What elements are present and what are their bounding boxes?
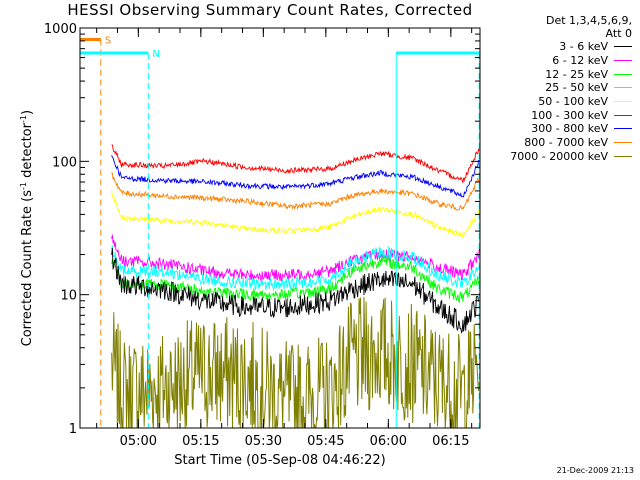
legend-entry-label: 3 - 6 keV	[559, 40, 608, 54]
x-tick-label: 05:00	[120, 434, 157, 449]
legend-entry: 6 - 12 keV	[482, 54, 632, 68]
legend-entry-label: 50 - 100 keV	[538, 95, 608, 109]
chart-title: HESSI Observing Summary Count Rates, Cor…	[67, 1, 473, 19]
legend-entry-label: 25 - 50 keV	[545, 81, 608, 95]
series-3-to-6keV-line	[111, 248, 480, 334]
legend-header-detectors: Det 1,3,4,5,6,9,	[545, 14, 632, 27]
legend-entry-label: 800 - 7000 keV	[524, 136, 608, 150]
axes-ticks: 1 10 100 1000 05:00 05:15 05:30 05:45 06:00 06:15	[44, 22, 480, 449]
legend-swatch	[614, 114, 632, 116]
legend-entry: 12 - 25 keV	[482, 67, 632, 81]
y-tick-label: 1	[69, 422, 77, 437]
legend-entry: 3 - 6 keV	[482, 40, 632, 54]
legend-entry-label: 100 - 300 keV	[531, 108, 608, 122]
x-tick-label: 05:45	[307, 434, 344, 449]
legend-swatch	[614, 142, 632, 144]
legend-entry-label: 12 - 25 keV	[545, 67, 608, 81]
x-tick-label: 06:15	[432, 434, 469, 449]
legend-swatch	[614, 60, 632, 62]
legend-entry: 300 - 800 keV	[482, 122, 632, 136]
y-tick-label: 100	[52, 155, 77, 170]
series-50-to-100keV-line	[111, 190, 480, 239]
legend-entry-label: 7000 - 20000 keV	[510, 149, 608, 163]
flag-label-N: N	[152, 49, 159, 60]
legend-swatch	[614, 46, 632, 48]
y-tick-label: 10	[60, 289, 77, 304]
flag-bars: SN	[80, 35, 480, 428]
flag-label-S: S	[105, 35, 111, 46]
legend-header-attenuator: Att 0	[605, 27, 632, 40]
legend-entry: 100 - 300 keV	[482, 108, 632, 122]
legend-entry: 7000 - 20000 keV	[482, 150, 632, 164]
legend-swatch	[614, 73, 632, 75]
series-traces	[111, 144, 480, 429]
y-axis-label: Corrected Count Rate (s-1 detector-1)	[18, 109, 36, 347]
x-tick-label: 05:30	[245, 434, 282, 449]
legend-entry: 50 - 100 keV	[482, 95, 632, 109]
y-tick-label: 1000	[44, 22, 77, 37]
legend: Det 1,3,4,5,6,9, Att 0 3 - 6 keV 6 - 12 k…	[482, 14, 632, 163]
plot-frame	[79, 27, 481, 429]
series-7000-to-20000keV-line	[111, 296, 480, 429]
legend-entry: 800 - 7000 keV	[482, 136, 632, 150]
timestamp-footer: 21-Dec-2009 21:13	[556, 466, 634, 475]
series-800-to-7000keV-line	[111, 171, 480, 211]
legend-entry: 25 - 50 keV	[482, 81, 632, 95]
legend-swatch	[614, 87, 632, 89]
series-100-to-300keV-line	[111, 144, 480, 183]
x-tick-label: 05:15	[182, 434, 219, 449]
x-tick-label: 06:00	[370, 434, 407, 449]
series-300-to-800keV-line	[111, 155, 480, 198]
legend-swatch	[614, 101, 632, 103]
legend-entry-label: 6 - 12 keV	[552, 54, 608, 68]
legend-entry-label: 300 - 800 keV	[531, 122, 608, 136]
legend-swatch	[614, 155, 632, 157]
legend-swatch	[614, 128, 632, 130]
x-axis-label: Start Time (05-Sep-08 04:46:22)	[174, 453, 386, 468]
